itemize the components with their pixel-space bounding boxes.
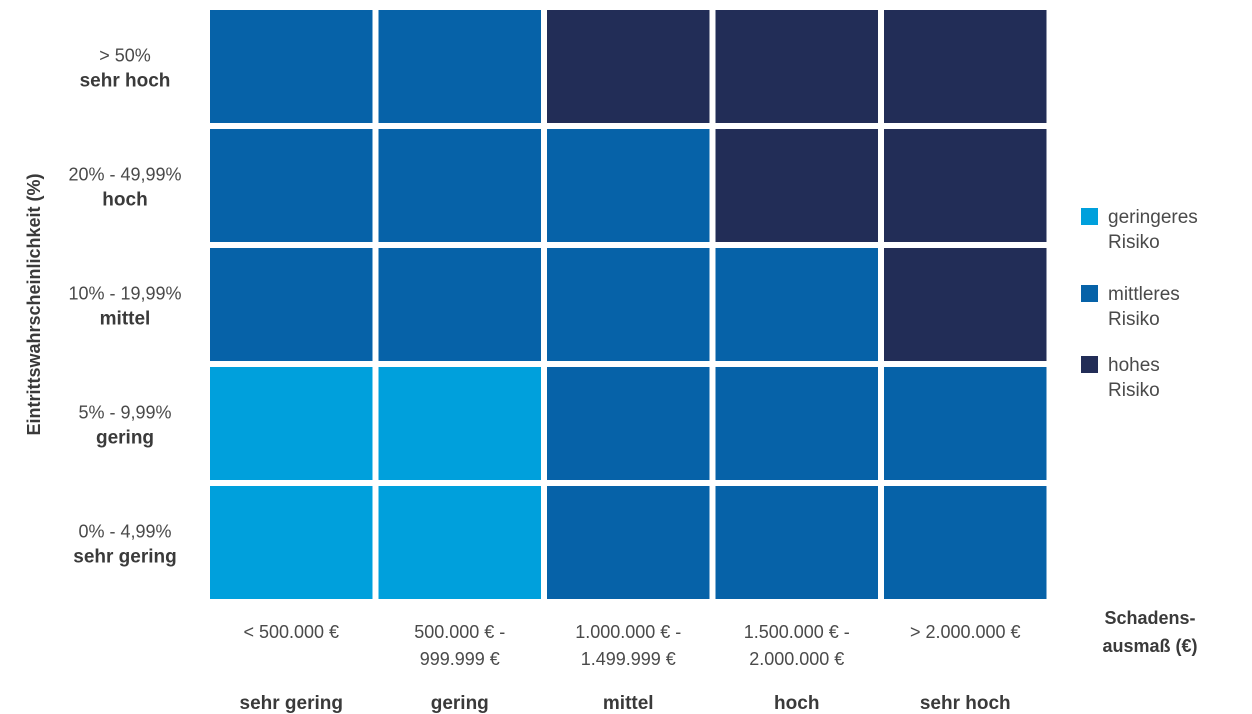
matrix-cell (884, 367, 1047, 480)
x-level-label: sehr gering (240, 693, 343, 714)
legend-swatch (1081, 356, 1098, 373)
matrix-cell (547, 248, 710, 361)
legend-label: Risiko (1108, 232, 1160, 253)
matrix-cell (715, 10, 878, 123)
y-level-label: hoch (102, 190, 147, 211)
matrix-cell (547, 129, 710, 242)
legend-item: geringeres Risiko (1081, 207, 1198, 253)
x-range-label: 999.999 € (420, 649, 500, 669)
x-level-label: sehr hoch (920, 693, 1011, 714)
matrix-cell (715, 367, 878, 480)
matrix-cells (210, 10, 1047, 599)
matrix-cell (715, 248, 878, 361)
matrix-cell (884, 10, 1047, 123)
x-range-label: > 2.000.000 € (910, 622, 1021, 642)
matrix-cell (378, 248, 541, 361)
legend-label: hohes (1108, 355, 1160, 376)
legend-item: mittleres Risiko (1081, 284, 1180, 330)
x-range-label: 2.000.000 € (749, 649, 844, 669)
x-level-label: hoch (774, 693, 819, 714)
matrix-cell (378, 486, 541, 599)
matrix-cell (715, 486, 878, 599)
y-level-label: mittel (100, 309, 151, 330)
y-level-label: gering (96, 428, 154, 449)
matrix-cell (210, 10, 373, 123)
x-level-label: gering (431, 693, 489, 714)
y-axis-labels: > 50% sehr hoch 20% - 49,99% hoch 10% - 19,9… (68, 46, 181, 568)
y-range-label: > 50% (99, 46, 151, 66)
y-level-label: sehr gering (73, 547, 176, 568)
legend-swatch (1081, 285, 1098, 302)
x-range-label: 1.500.000 € - (744, 622, 850, 642)
y-level-label: sehr hoch (80, 71, 171, 92)
x-range-label: 1.499.999 € (581, 649, 676, 669)
matrix-cell (547, 367, 710, 480)
x-range-label: 500.000 € - (414, 622, 505, 642)
matrix-cell (378, 129, 541, 242)
y-axis-title: Eintrittswahrscheinlichkeit (%) (24, 173, 44, 435)
y-range-label: 5% - 9,99% (78, 403, 171, 423)
legend-label: Risiko (1108, 309, 1160, 330)
matrix-cell (547, 486, 710, 599)
x-axis-title-line: Schadens- (1104, 608, 1195, 628)
matrix-cell (210, 248, 373, 361)
x-axis-labels: < 500.000 € sehr gering 500.000 € - 999.999… (240, 622, 1021, 714)
matrix-cell (715, 129, 878, 242)
y-range-label: 10% - 19,99% (68, 284, 181, 304)
legend-swatch (1081, 208, 1098, 225)
matrix-cell (547, 10, 710, 123)
matrix-cell (884, 248, 1047, 361)
x-range-label: < 500.000 € (243, 622, 339, 642)
y-range-label: 20% - 49,99% (68, 165, 181, 185)
matrix-cell (210, 129, 373, 242)
y-range-label: 0% - 4,99% (78, 522, 171, 542)
x-axis-title: Schadens-ausmaß (€) (1102, 608, 1197, 656)
matrix-cell (884, 129, 1047, 242)
matrix-cell (884, 486, 1047, 599)
x-range-label: 1.000.000 € - (575, 622, 681, 642)
legend-label: mittleres (1108, 284, 1180, 305)
matrix-cell (210, 367, 373, 480)
x-level-label: mittel (603, 693, 654, 714)
matrix-cell (210, 486, 373, 599)
matrix-cell (378, 367, 541, 480)
legend: geringeres Risiko mittleres Risiko hohes Risi… (1081, 207, 1198, 401)
legend-label: Risiko (1108, 380, 1160, 401)
legend-item: hohes Risiko (1081, 355, 1160, 401)
x-axis-title-line: ausmaß (€) (1102, 636, 1197, 656)
legend-label: geringeres (1108, 207, 1198, 228)
matrix-cell (378, 10, 541, 123)
